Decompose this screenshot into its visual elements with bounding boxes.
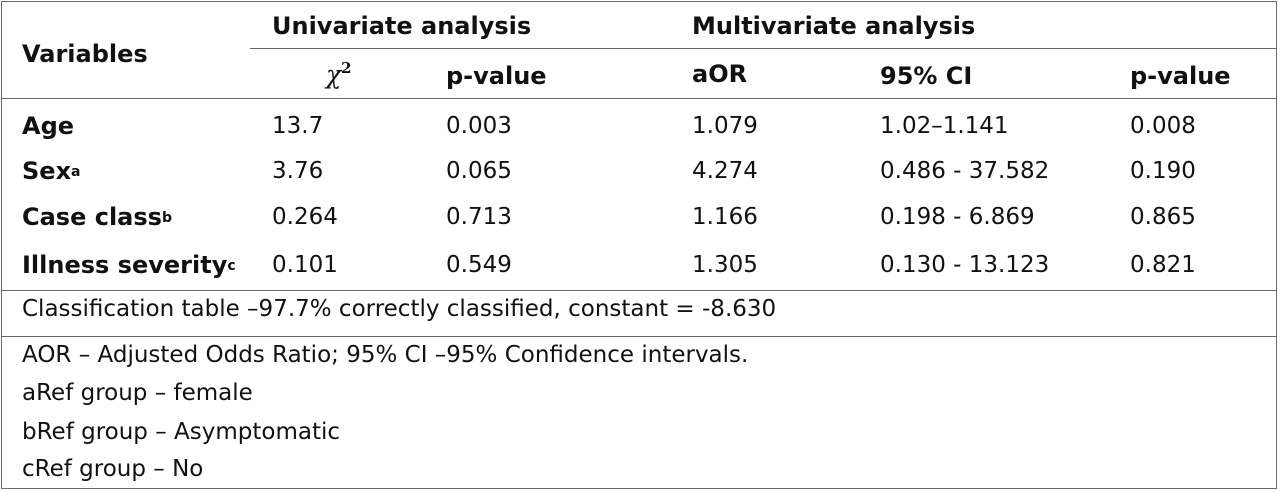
- cell-p-uni: 0.065: [446, 158, 512, 184]
- cell-aor: 1.166: [692, 204, 758, 230]
- cell-chi2: 3.76: [272, 158, 324, 184]
- cell-p-uni: 0.003: [446, 113, 512, 139]
- header-p-value-uni: p-value: [446, 62, 547, 90]
- row-label: Sexa: [22, 157, 81, 185]
- classification-note: Classification table –97.7% correctly cl…: [22, 296, 777, 322]
- cell-p-multi: 0.008: [1130, 113, 1196, 139]
- footnote-a: aRef group – female: [22, 380, 253, 406]
- header-variables: Variables: [22, 40, 148, 68]
- header-divider: [2, 98, 1276, 99]
- chi-symbol: χ: [326, 60, 342, 89]
- cell-p-multi: 0.865: [1130, 204, 1196, 230]
- header-ci: 95% CI: [880, 62, 973, 90]
- header-chi-square: χ2: [326, 59, 352, 89]
- cell-p-multi: 0.821: [1130, 252, 1196, 278]
- body-divider: [2, 290, 1276, 291]
- header-univariate: Univariate analysis: [272, 12, 532, 40]
- row-label: Illness severityc: [22, 251, 236, 279]
- chi-exponent: 2: [341, 59, 352, 77]
- footnote-abbreviations: AOR – Adjusted Odds Ratio; 95% CI –95% C…: [22, 342, 749, 368]
- row-label: Case classb: [22, 203, 172, 231]
- cell-chi2: 0.264: [272, 204, 338, 230]
- cell-ci: 0.130 - 13.123: [880, 252, 1050, 278]
- header-multivariate: Multivariate analysis: [692, 12, 976, 40]
- cell-p-uni: 0.549: [446, 252, 512, 278]
- cell-aor: 1.305: [692, 252, 758, 278]
- cell-ci: 0.198 - 6.869: [880, 204, 1035, 230]
- row-label: Age: [22, 112, 75, 140]
- header-group-divider: [250, 48, 1276, 49]
- cell-ci: 1.02–1.141: [880, 113, 1009, 139]
- footnote-b: bRef group – Asymptomatic: [22, 419, 341, 445]
- cell-p-multi: 0.190: [1130, 158, 1196, 184]
- header-p-value-multi: p-value: [1130, 62, 1231, 90]
- cell-chi2: 0.101: [272, 252, 338, 278]
- cell-ci: 0.486 - 37.582: [880, 158, 1050, 184]
- footnote-c: cRef group – No: [22, 456, 204, 482]
- cell-aor: 4.274: [692, 158, 758, 184]
- footnote-divider: [2, 336, 1276, 337]
- cell-p-uni: 0.713: [446, 204, 512, 230]
- cell-chi2: 13.7: [272, 113, 324, 139]
- cell-aor: 1.079: [692, 113, 758, 139]
- header-aor: aOR: [692, 60, 748, 88]
